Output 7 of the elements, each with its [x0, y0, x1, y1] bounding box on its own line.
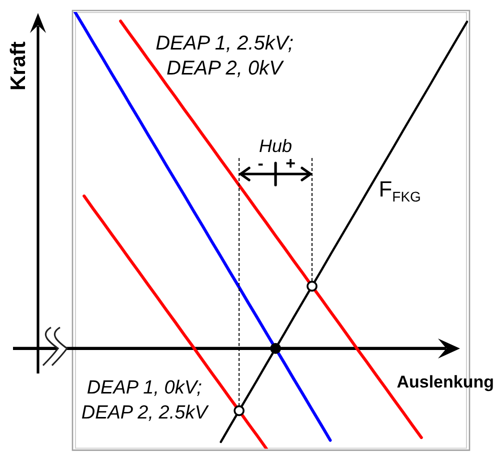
y-axis-title: Kraft: [6, 41, 30, 91]
series-label: DEAP 1, 2.5kV; DEAP 2, 0kV: [156, 32, 294, 80]
x-axis-title: Auslenkung: [396, 372, 494, 392]
annotation: Hub: [259, 136, 292, 156]
annotation: +: [286, 154, 296, 173]
series-label: DEAP 1, 0kV; DEAP 2, 2.5kV: [81, 378, 210, 424]
annotation: -: [258, 154, 264, 173]
